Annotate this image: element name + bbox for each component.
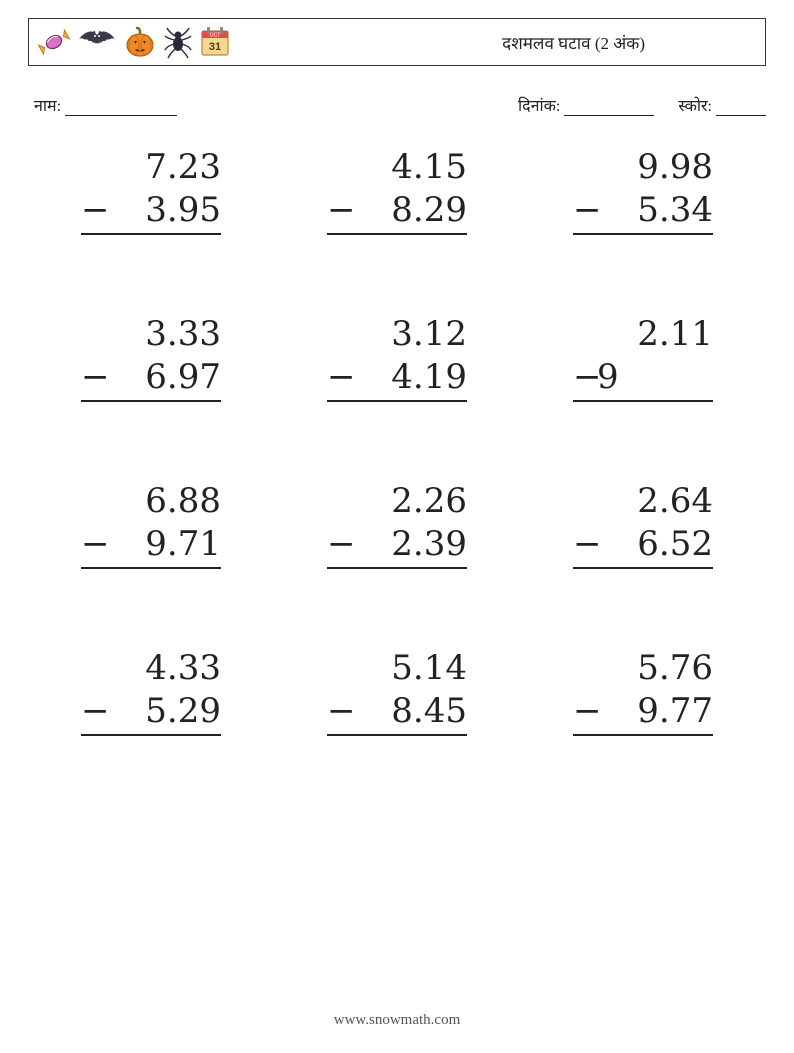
minuend: 2.64 (573, 480, 713, 523)
subtraction-problem: 9.98 −5.34 (573, 146, 713, 235)
operator: − (573, 523, 595, 566)
worksheet-title: दशमलव घटाव (2 अंक) (502, 31, 755, 54)
operator: − (81, 356, 103, 399)
minuend: 3.12 (327, 313, 467, 356)
score-blank[interactable] (716, 101, 766, 116)
calendar-31-icon: 31 OCT (199, 25, 231, 59)
subtraction-problem: 2.26 −2.39 (327, 480, 467, 569)
minuend: 3.33 (81, 313, 221, 356)
date-label: दिनांक: (518, 98, 560, 115)
header-box: 31 OCT दशमलव घटाव (2 अंक) (28, 18, 766, 66)
spider-icon (163, 24, 193, 60)
subtraction-problem: 4.33 −5.29 (81, 647, 221, 736)
operator: − (573, 690, 595, 733)
minuend: 4.15 (327, 146, 467, 189)
subtraction-problem: 4.15 −8.29 (327, 146, 467, 235)
subtraction-problem: 7.23 −3.95 (81, 146, 221, 235)
operator: − (327, 356, 349, 399)
operator: − (81, 690, 103, 733)
icon-row: 31 OCT (37, 24, 231, 60)
operator: − (573, 189, 595, 232)
minuend: 6.88 (81, 480, 221, 523)
subtraction-problem: 5.14 −8.45 (327, 647, 467, 736)
subtrahend: 9.77 (595, 690, 713, 733)
subtraction-problem: 5.76 −9.77 (573, 647, 713, 736)
meta-row: नाम: दिनांक: स्कोर: (28, 94, 766, 116)
subtraction-problem: 6.88 −9.71 (81, 480, 221, 569)
subtraction-problem: 2.64 −6.52 (573, 480, 713, 569)
minuend: 7.23 (81, 146, 221, 189)
operator: − (81, 523, 103, 566)
operator: − (573, 356, 595, 399)
subtrahend: 5.29 (103, 690, 221, 733)
subtrahend: 8.29 (349, 189, 467, 232)
subtraction-problem: 3.12 −4.19 (327, 313, 467, 402)
subtrahend: 5.34 (595, 189, 713, 232)
subtrahend: 4.19 (349, 356, 467, 399)
subtrahend: 3.95 (103, 189, 221, 232)
candy-icon (37, 25, 71, 59)
subtrahend: 2.39 (349, 523, 467, 566)
minuend: 9.98 (573, 146, 713, 189)
minuend: 2.26 (327, 480, 467, 523)
subtrahend: 8.45 (349, 690, 467, 733)
subtrahend: 6.97 (103, 356, 221, 399)
subtrahend: 9.71 (103, 523, 221, 566)
name-blank[interactable] (65, 101, 177, 116)
operator: − (327, 690, 349, 733)
subtraction-problem: 3.33 −6.97 (81, 313, 221, 402)
pumpkin-icon (123, 25, 157, 59)
name-label: नाम: (34, 98, 61, 115)
subtraction-problem: 2.11 −9 (573, 313, 713, 402)
operator: − (327, 189, 349, 232)
problem-grid: 7.23 −3.95 4.15 −8.29 9.98 −5.34 3.33 −6… (28, 146, 766, 736)
operator: − (81, 189, 103, 232)
svg-text:OCT: OCT (210, 33, 221, 39)
minuend: 4.33 (81, 647, 221, 690)
minuend: 5.76 (573, 647, 713, 690)
bat-icon (77, 27, 117, 57)
footer-url: www.snowmath.com (0, 1012, 794, 1029)
svg-text:31: 31 (209, 41, 221, 53)
operator: − (327, 523, 349, 566)
minuend: 5.14 (327, 647, 467, 690)
subtrahend: 6.52 (595, 523, 713, 566)
subtrahend: 9 (595, 356, 713, 399)
minuend: 2.11 (573, 313, 713, 356)
score-label: स्कोर: (678, 98, 712, 115)
date-blank[interactable] (564, 101, 654, 116)
